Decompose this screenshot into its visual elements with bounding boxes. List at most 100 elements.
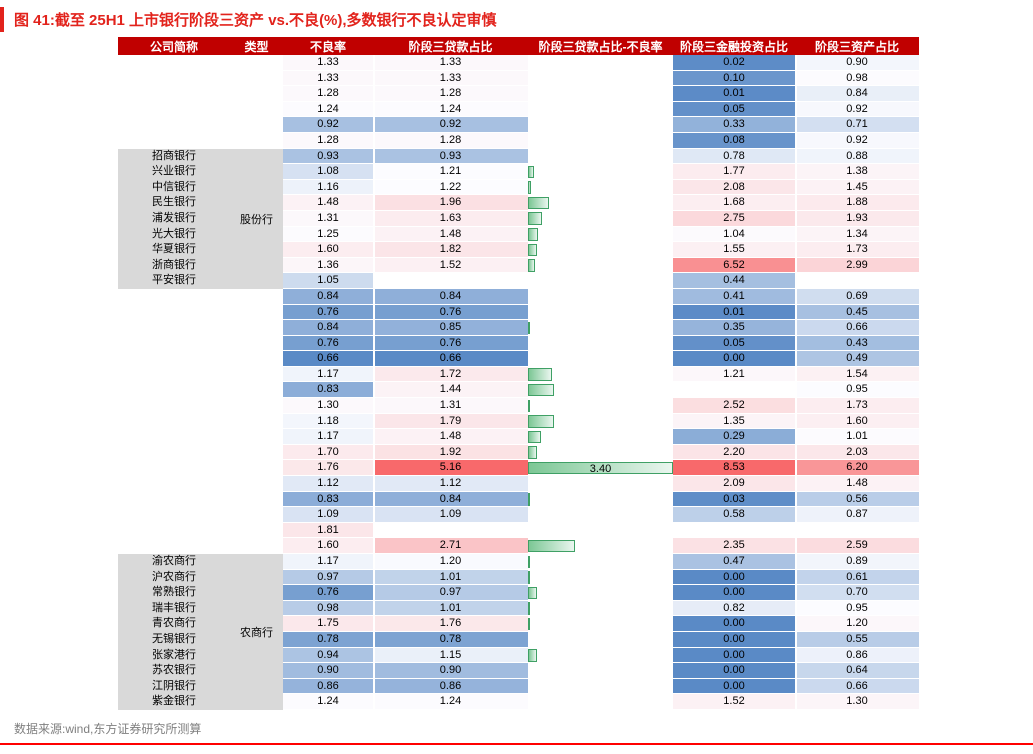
cell-stage3-assets: 0.64: [795, 663, 919, 679]
table-row: 平安银行 1.05 0.44: [118, 273, 919, 289]
table-row: 0.83 0.84 0.03 0.56: [118, 491, 919, 508]
column-header: 阶段三贷款占比: [408, 39, 493, 54]
cell-bank-type: [230, 133, 283, 149]
cell-bank-name: [118, 492, 230, 508]
cell-bank-type: [230, 257, 283, 274]
cell-loan-minus-npl-bar: [528, 102, 673, 118]
cell-stage3-assets: 0.66: [795, 320, 919, 336]
bottom-rule: [0, 743, 1033, 745]
cell-loan-minus-npl-bar: [528, 414, 673, 430]
cell-stage3-assets: 0.95: [795, 600, 919, 617]
cell-stage3-investment: 0.05: [673, 101, 795, 118]
cell-stage3-loan: 1.24: [373, 101, 528, 118]
cell-bank-name: [118, 538, 230, 554]
cell-bank-type: [230, 351, 283, 367]
cell-stage3-loan: 0.85: [373, 320, 528, 336]
table-row: 1.33 1.33 0.10 0.98: [118, 70, 919, 87]
cell-loan-minus-npl-bar: [528, 336, 673, 352]
cell-bank-type: [230, 398, 283, 414]
cell-stage3-investment: 2.20: [673, 444, 795, 461]
table-row: 0.84 0.85 0.35 0.66: [118, 320, 919, 336]
cell-stage3-assets: 0.71: [795, 117, 919, 133]
table-row: 紫金银行 1.24 1.24 1.52 1.30: [118, 694, 919, 710]
cell-bank-type: [230, 460, 283, 476]
cell-stage3-investment: 0.29: [673, 429, 795, 445]
cell-stage3-loan: 0.97: [373, 585, 528, 601]
cell-bank-name: 常熟银行: [118, 585, 230, 601]
cell-bank-type: [230, 476, 283, 492]
cell-stage3-investment: 1.55: [673, 242, 795, 258]
column-header: 类型: [244, 39, 269, 54]
cell-npl-ratio: 1.17: [283, 366, 373, 383]
table-row: 张家港行 0.94 1.15 0.00 0.86: [118, 647, 919, 664]
cell-bank-name: 渝农商行: [118, 554, 230, 570]
cell-bank-type: [230, 179, 283, 196]
cell-bank-type: [230, 569, 283, 586]
cell-stage3-assets: 1.88: [795, 195, 919, 211]
cell-stage3-loan: 0.84: [373, 288, 528, 305]
cell-npl-ratio: 1.31: [283, 210, 373, 227]
cell-npl-ratio: 1.17: [283, 429, 373, 445]
table-row: 常熟银行 0.76 0.97 0.00 0.70: [118, 585, 919, 601]
cell-stage3-investment: 0.58: [673, 507, 795, 523]
cell-npl-ratio: 0.98: [283, 600, 373, 617]
cell-loan-minus-npl-bar: [528, 382, 673, 398]
cell-loan-minus-npl-bar: [528, 694, 673, 710]
cell-bank-name: 中信银行: [118, 179, 230, 196]
cell-stage3-loan: 0.92: [373, 117, 528, 133]
cell-bank-name: 张家港行: [118, 647, 230, 664]
cell-loan-minus-npl-bar: [528, 429, 673, 445]
table-row: 0.83 1.44 0.95: [118, 382, 919, 399]
cell-stage3-assets: 1.45: [795, 179, 919, 196]
cell-bank-type: [230, 414, 283, 430]
cell-loan-minus-npl-bar: [528, 445, 673, 461]
table-row: 0.92 0.92 0.33 0.71: [118, 117, 919, 133]
data-bar: [528, 212, 542, 225]
cell-stage3-assets: 2.99: [795, 257, 919, 274]
cell-stage3-assets: 1.38: [795, 164, 919, 180]
cell-stage3-loan: [373, 273, 528, 289]
cell-bank-name: [118, 460, 230, 476]
cell-npl-ratio: 0.90: [283, 663, 373, 679]
cell-npl-ratio: 1.60: [283, 242, 373, 258]
cell-npl-ratio: 1.17: [283, 554, 373, 570]
cell-bank-name: 青农商行: [118, 616, 230, 632]
cell-bank-name: 紫金银行: [118, 694, 230, 710]
cell-stage3-loan: 1.01: [373, 600, 528, 617]
cell-npl-ratio: 0.86: [283, 678, 373, 695]
cell-stage3-loan: 1.92: [373, 444, 528, 461]
cell-bank-type: [230, 210, 283, 227]
cell-bank-type: [230, 600, 283, 617]
cell-loan-minus-npl-bar: [528, 554, 673, 570]
cell-stage3-assets: 0.61: [795, 569, 919, 586]
table-row: 1.24 1.24 0.05 0.92: [118, 101, 919, 118]
table-row: 招商银行 0.93 0.93 0.78 0.88: [118, 148, 919, 165]
table-row: 江阴银行 0.86 0.86 0.00 0.66: [118, 678, 919, 695]
cell-bank-type: [230, 631, 283, 648]
cell-stage3-loan: 1.63: [373, 210, 528, 227]
cell-stage3-investment: 0.01: [673, 304, 795, 321]
data-bar: [528, 228, 538, 241]
cell-bank-type: [230, 273, 283, 289]
column-header: 阶段三贷款占比-不良率: [538, 39, 663, 54]
cell-npl-ratio: 1.12: [283, 476, 373, 492]
cell-bank-type: [230, 663, 283, 679]
table-row: 沪农商行 0.97 1.01 0.00 0.61: [118, 569, 919, 586]
cell-stage3-assets: 0.90: [795, 55, 919, 71]
cell-npl-ratio: 1.24: [283, 101, 373, 118]
cell-loan-minus-npl-bar: [528, 492, 673, 508]
cell-npl-ratio: 0.76: [283, 335, 373, 352]
cell-stage3-loan: 0.78: [373, 631, 528, 648]
cell-npl-ratio: 0.76: [283, 304, 373, 321]
data-bar: [528, 446, 538, 459]
cell-stage3-investment: 2.35: [673, 538, 795, 554]
data-bar: [528, 586, 537, 600]
table-row: 无锡银行 0.78 0.78 0.00 0.55: [118, 631, 919, 648]
cell-loan-minus-npl-bar: [528, 258, 673, 274]
cell-stage3-assets: 0.88: [795, 148, 919, 165]
cell-bank-type: [230, 429, 283, 445]
cell-stage3-investment: 0.08: [673, 132, 795, 149]
table-row: 1.70 1.92 2.20 2.03: [118, 444, 919, 461]
cell-stage3-investment: 1.77: [673, 164, 795, 180]
data-bar: [528, 649, 537, 662]
